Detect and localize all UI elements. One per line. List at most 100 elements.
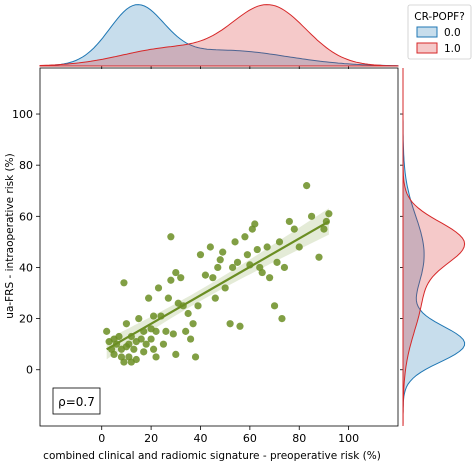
data-point (201, 271, 210, 279)
data-point (122, 320, 131, 328)
data-point (243, 251, 251, 259)
data-point (140, 348, 148, 356)
x-tick-label: 60 (243, 432, 257, 445)
data-point (221, 284, 229, 292)
data-point (219, 248, 227, 256)
data-point (154, 284, 163, 292)
data-point (169, 330, 177, 338)
data-point (206, 243, 214, 251)
data-point (120, 358, 128, 366)
data-point (273, 258, 281, 266)
data-point (196, 251, 205, 259)
y-tick-label: 80 (19, 159, 33, 172)
data-point (137, 335, 145, 343)
data-point (149, 345, 158, 353)
data-point (251, 220, 259, 228)
data-point (295, 243, 303, 251)
data-point (226, 320, 234, 328)
y-tick-label: 0 (26, 364, 33, 377)
data-point (290, 225, 298, 233)
y-axis-ticks: 0 20 40 60 80 100 (12, 108, 40, 377)
data-point (172, 268, 180, 277)
data-point (182, 327, 190, 335)
legend: CR-POPF? 0.0 1.0 (407, 4, 472, 60)
legend-label-0: 0.0 (444, 27, 461, 39)
data-point (263, 243, 271, 251)
data-point (191, 353, 200, 361)
data-point (125, 340, 133, 348)
data-point (209, 274, 217, 282)
x-density-0 (39, 4, 399, 67)
data-point (187, 335, 195, 343)
regression-line (106, 220, 330, 351)
data-point (147, 335, 155, 343)
scatter-points (103, 182, 333, 366)
data-point (266, 274, 274, 282)
data-point (236, 322, 244, 330)
x-axis-ticks: 0 20 40 60 80 100 (98, 426, 359, 445)
x-tick-label: 80 (292, 432, 306, 445)
legend-swatch-0 (416, 26, 438, 38)
data-point (228, 263, 237, 272)
regression-confidence-band (106, 208, 329, 360)
data-point (325, 210, 333, 218)
data-point (152, 327, 160, 335)
data-point (132, 355, 140, 364)
data-point (167, 233, 175, 241)
legend-swatch-1 (416, 42, 438, 54)
data-point (142, 340, 150, 348)
data-point (315, 253, 323, 261)
data-point (320, 225, 328, 233)
data-point (275, 238, 284, 246)
data-point (164, 294, 172, 302)
y-tick-label: 60 (19, 210, 33, 223)
x-axis-label: combined clinical and radiomic signature… (43, 450, 381, 462)
x-tick-label: 0 (98, 432, 105, 445)
y-tick-label: 20 (19, 313, 33, 326)
data-point (159, 340, 168, 348)
data-point (149, 312, 158, 320)
rho-annotation: ρ=0.7 (58, 395, 95, 409)
data-point (214, 263, 222, 272)
data-point (270, 302, 279, 310)
data-point (231, 238, 239, 246)
y-tick-label: 100 (12, 108, 33, 121)
x-marginal-density (39, 4, 399, 69)
data-point (130, 345, 138, 353)
data-point (194, 302, 202, 310)
y-marginal-density (400, 68, 466, 427)
x-tick-label: 100 (338, 432, 359, 445)
data-point (307, 212, 316, 220)
data-point (115, 332, 123, 341)
data-point (189, 320, 197, 328)
y-axis-label: ua-FRS - intraoperative risk (%) (4, 153, 16, 318)
x-tick-label: 20 (144, 432, 158, 445)
data-point (258, 268, 266, 277)
legend-title: CR-POPF? (414, 11, 465, 23)
data-point (241, 233, 249, 241)
main-plot-frame (39, 67, 399, 427)
data-point (110, 350, 118, 358)
data-point (184, 309, 192, 318)
data-point (285, 217, 293, 226)
annotation-box (52, 387, 101, 415)
data-point (216, 256, 224, 264)
data-point (103, 327, 111, 335)
legend-frame (407, 4, 472, 60)
data-point (177, 274, 185, 282)
data-point (152, 353, 160, 361)
data-point (172, 350, 180, 358)
data-point (278, 315, 286, 323)
data-point (253, 245, 261, 254)
data-point (162, 327, 170, 335)
data-point (120, 279, 128, 287)
x-density-1 (39, 4, 399, 67)
data-point (303, 182, 311, 190)
data-point (233, 258, 242, 266)
data-point (135, 315, 143, 323)
data-point (280, 263, 289, 272)
data-point (167, 276, 175, 284)
x-tick-label: 40 (193, 432, 207, 445)
data-point (145, 294, 153, 302)
